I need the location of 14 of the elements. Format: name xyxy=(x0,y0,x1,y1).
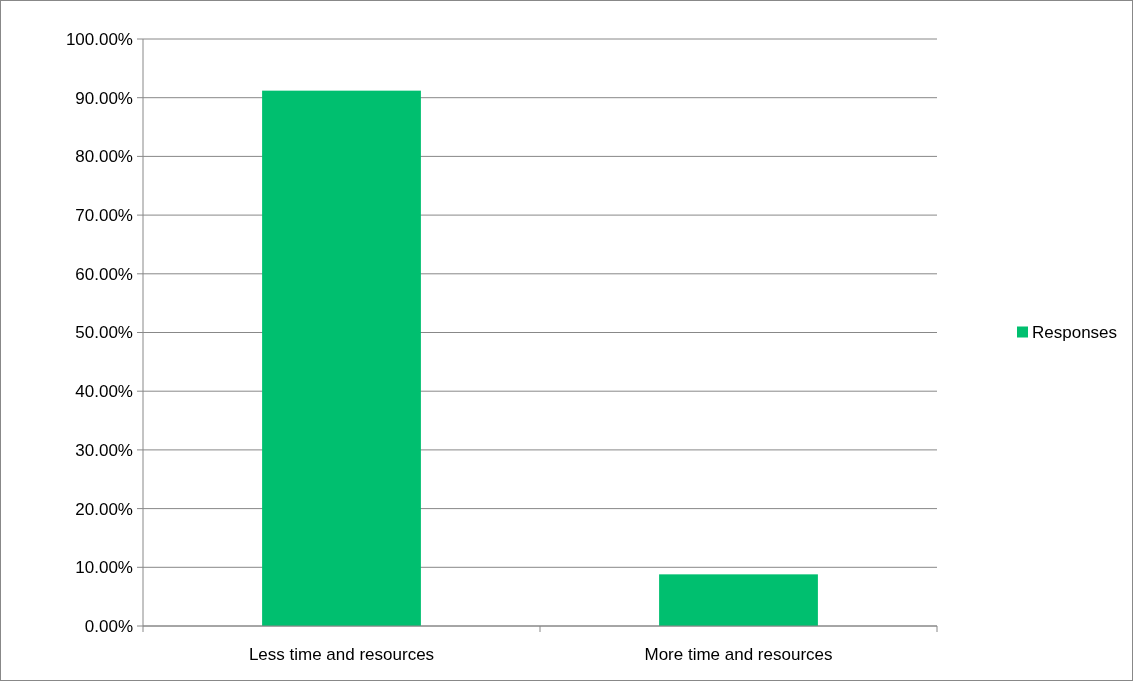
y-tick-label: 90.00% xyxy=(75,88,133,108)
y-tick-label: 10.00% xyxy=(75,558,133,578)
x-tick-label: Less time and resources xyxy=(248,645,435,664)
y-tick-label: 0.00% xyxy=(84,616,133,636)
y-tick-label: 70.00% xyxy=(75,206,133,226)
legend-label: Responses xyxy=(1032,323,1118,343)
y-tick-label: 50.00% xyxy=(75,323,133,343)
y-tick-label: 40.00% xyxy=(75,382,133,402)
y-tick-label: 80.00% xyxy=(75,147,133,167)
y-tick-label: 20.00% xyxy=(75,499,133,519)
y-tick-label: 30.00% xyxy=(75,440,133,460)
x-tick-label: More time and resources xyxy=(644,645,833,664)
y-tick-label: 60.00% xyxy=(75,264,133,284)
y-tick-label: 100.00% xyxy=(65,29,133,49)
